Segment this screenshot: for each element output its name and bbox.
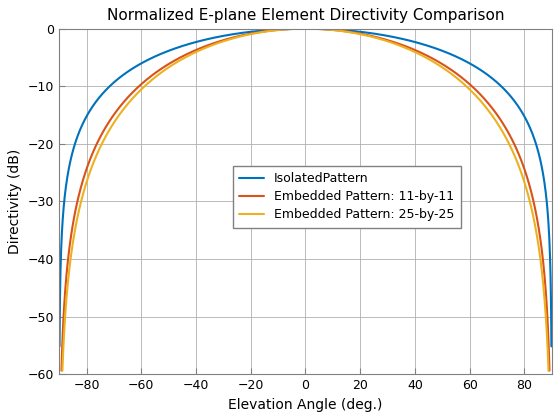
Embedded Pattern: 11-by-11: (-78.7, -22.6): 11-by-11: (-78.7, -22.6) xyxy=(87,156,94,161)
Embedded Pattern: 25-by-25: (-68.3, -15.2): 25-by-25: (-68.3, -15.2) xyxy=(115,113,122,118)
Embedded Pattern: 25-by-25: (-78.7, -24.7): 25-by-25: (-78.7, -24.7) xyxy=(87,168,94,173)
IsolatedPattern xyxy=(209,36,216,41)
Embedded Pattern: 25-by-25: (-68.6, -15.3): 25-by-25: (-68.6, -15.3) xyxy=(114,114,121,119)
IsolatedPattern xyxy=(396,36,403,41)
Legend: IsolatedPattern, Embedded Pattern: 11-by-11, Embedded Pattern: 25-by-25: IsolatedPattern, Embedded Pattern: 11-by… xyxy=(233,166,461,228)
Embedded Pattern: 11-by-11: (-68.6, -14): 11-by-11: (-68.6, -14) xyxy=(114,107,121,112)
Embedded Pattern: 11-by-11: (-34, -2.61): 11-by-11: (-34, -2.61) xyxy=(209,41,216,46)
Embedded Pattern: 25-by-25: (49, -6.41): 25-by-25: (49, -6.41) xyxy=(436,63,443,68)
Y-axis label: Directivity (dB): Directivity (dB) xyxy=(8,149,22,254)
Line: Embedded Pattern: 25-by-25: Embedded Pattern: 25-by-25 xyxy=(62,29,549,371)
Embedded Pattern: 25-by-25: (34.4, -2.91): 25-by-25: (34.4, -2.91) xyxy=(396,43,403,48)
IsolatedPattern xyxy=(115,76,122,81)
X-axis label: Elevation Angle (deg.): Elevation Angle (deg.) xyxy=(228,398,382,412)
IsolatedPattern xyxy=(436,47,443,52)
Embedded Pattern: 11-by-11: (34.4, -2.66): 11-by-11: (34.4, -2.66) xyxy=(396,42,403,47)
Embedded Pattern: 11-by-11: (-68.3, -13.9): 11-by-11: (-68.3, -13.9) xyxy=(115,106,122,111)
IsolatedPattern xyxy=(114,76,121,81)
Embedded Pattern: 11-by-11: (49, -5.86): 11-by-11: (49, -5.86) xyxy=(436,60,443,65)
Title: Normalized E-plane Element Directivity Comparison: Normalized E-plane Element Directivity C… xyxy=(107,8,504,24)
Embedded Pattern: 25-by-25: (-34, -2.86): 25-by-25: (-34, -2.86) xyxy=(209,42,216,47)
Line: Embedded Pattern: 11-by-11: Embedded Pattern: 11-by-11 xyxy=(62,29,549,370)
IsolatedPattern xyxy=(87,108,94,113)
Line: IsolatedPattern: IsolatedPattern xyxy=(59,29,552,346)
